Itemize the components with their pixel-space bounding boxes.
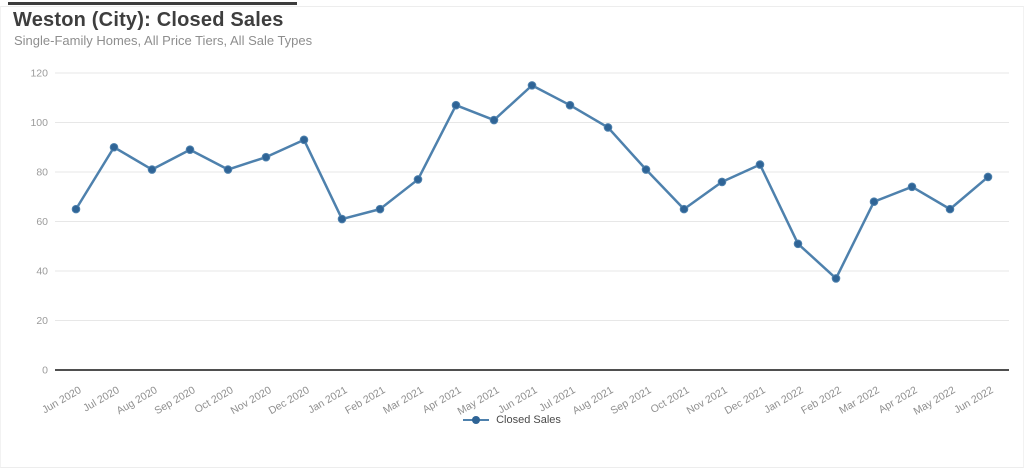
x-tick-label: Dec 2020 <box>267 384 312 417</box>
data-point[interactable] <box>299 135 309 145</box>
y-tick-label: 80 <box>36 167 48 179</box>
y-tick-label: 0 <box>42 365 48 377</box>
x-tick-label: Aug 2021 <box>571 384 616 417</box>
data-point[interactable] <box>185 145 195 155</box>
data-point[interactable] <box>869 197 879 206</box>
data-point[interactable] <box>831 274 841 283</box>
data-point[interactable] <box>413 175 423 184</box>
x-tick-label: May 2021 <box>456 384 502 418</box>
data-point[interactable] <box>793 239 803 249</box>
data-point[interactable] <box>71 204 81 214</box>
x-tick-label: Oct 2021 <box>649 384 692 416</box>
x-tick-label: Nov 2021 <box>685 384 730 417</box>
data-point[interactable] <box>641 165 651 174</box>
data-point[interactable] <box>375 204 385 214</box>
x-tick-label: Mar 2021 <box>381 384 426 417</box>
data-point[interactable] <box>223 165 233 174</box>
data-point[interactable] <box>147 165 157 174</box>
legend-line-marker-icon <box>463 416 490 425</box>
data-point[interactable] <box>109 142 119 152</box>
data-point[interactable] <box>717 177 727 187</box>
data-point[interactable] <box>451 100 461 110</box>
chart-card <box>0 6 1024 468</box>
x-tick-label: Feb 2022 <box>799 384 844 417</box>
legend-dot <box>472 416 481 424</box>
data-point[interactable] <box>983 172 993 182</box>
data-point[interactable] <box>489 115 499 125</box>
data-point[interactable] <box>679 204 689 214</box>
x-tick-label: Jan 2021 <box>306 384 350 416</box>
y-tick-label: 100 <box>30 117 48 129</box>
data-point[interactable] <box>603 123 613 132</box>
data-point[interactable] <box>565 100 575 110</box>
data-point[interactable] <box>527 81 537 90</box>
y-tick-label: 60 <box>36 216 48 228</box>
chart-legend: Closed Sales <box>0 414 1024 426</box>
x-tick-label: Sep 2021 <box>609 384 654 417</box>
x-tick-label: Mar 2022 <box>837 384 882 417</box>
x-tick-label: Oct 2020 <box>193 384 236 416</box>
chart-subtitle: Single-Family Homes, All Price Tiers, Al… <box>14 33 313 48</box>
series-line <box>74 84 990 280</box>
data-point[interactable] <box>945 204 955 214</box>
x-tick-label: Nov 2020 <box>229 384 274 417</box>
legend-label: Closed Sales <box>496 414 561 426</box>
data-point[interactable] <box>755 160 765 169</box>
legend-item-closed-sales[interactable]: Closed Sales <box>463 414 561 426</box>
data-point[interactable] <box>261 152 271 162</box>
x-tick-label: Jun 2020 <box>40 384 84 416</box>
x-tick-label: Dec 2021 <box>723 384 768 417</box>
x-tick-label: Jan 2022 <box>762 384 806 416</box>
top-accent-line <box>8 2 297 5</box>
x-tick-label: Aug 2020 <box>115 384 160 417</box>
data-point[interactable] <box>907 182 917 192</box>
y-tick-label: 120 <box>30 68 48 80</box>
x-tick-label: Sep 2020 <box>153 384 198 417</box>
y-tick-label: 40 <box>36 266 48 278</box>
data-point[interactable] <box>337 214 347 224</box>
x-tick-label: Feb 2021 <box>343 384 388 417</box>
x-tick-label: Jun 2022 <box>952 384 996 416</box>
chart-title: Weston (City): Closed Sales <box>13 9 284 31</box>
x-tick-label: Jun 2021 <box>496 384 540 416</box>
y-tick-label: 20 <box>36 315 48 327</box>
x-tick-label: May 2022 <box>912 384 958 418</box>
